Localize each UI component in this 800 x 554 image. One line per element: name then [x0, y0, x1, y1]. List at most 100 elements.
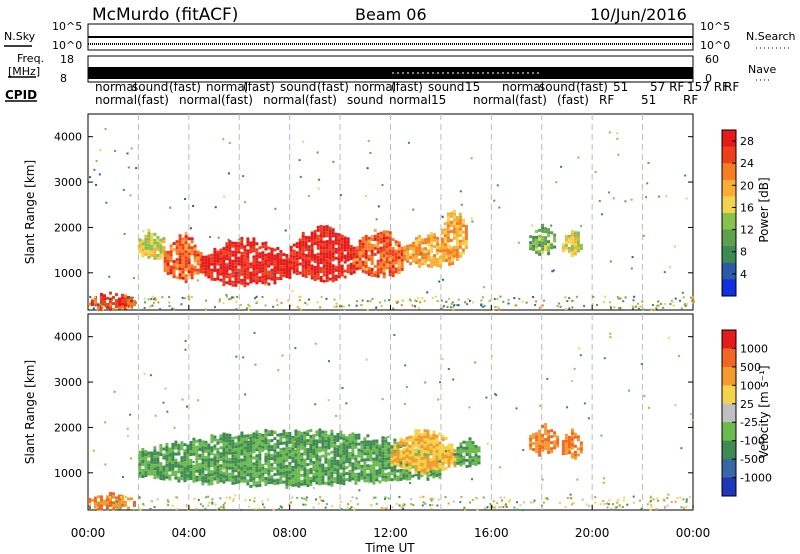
data-cell [279, 478, 283, 481]
data-cell [225, 433, 229, 437]
data-cell [300, 464, 304, 468]
data-cell [564, 448, 568, 452]
data-cell [192, 440, 196, 444]
data-cell [330, 462, 334, 466]
data-cell [324, 433, 328, 437]
data-cell [464, 243, 468, 246]
data-cell [330, 480, 334, 484]
data-cell [388, 231, 392, 235]
data-cell [273, 446, 277, 450]
data-cell [282, 453, 286, 457]
data-cell [381, 445, 385, 449]
data-cell [579, 244, 583, 248]
data-cell [219, 272, 223, 276]
scatter-cell [319, 306, 322, 309]
data-cell [261, 275, 265, 279]
data-cell [175, 252, 179, 256]
data-cell [384, 457, 388, 461]
scatter-cell [451, 301, 454, 304]
data-cell [405, 445, 409, 449]
data-cell [547, 243, 551, 247]
data-cell [124, 297, 127, 301]
data-cell [349, 263, 353, 266]
data-cell [553, 233, 557, 237]
data-cell [153, 241, 157, 245]
data-cell [234, 283, 238, 287]
scatter-cell [287, 299, 290, 302]
scatter-cell [95, 183, 97, 186]
data-cell [279, 475, 283, 478]
data-cell [318, 464, 322, 468]
data-cell [100, 299, 103, 302]
data-cell [294, 453, 298, 457]
data-cell [187, 270, 191, 274]
scatter-cell [448, 297, 450, 300]
data-cell [273, 455, 277, 459]
scatter-cell [475, 496, 477, 499]
data-cell [432, 430, 436, 434]
scatter-cell [328, 360, 330, 363]
data-cell [144, 453, 148, 457]
data-cell [382, 251, 386, 255]
scatter-cell [499, 295, 502, 298]
data-cell [442, 253, 446, 256]
data-cell [319, 240, 323, 243]
data-cell [162, 471, 166, 475]
data-cell [267, 276, 271, 280]
data-cell [304, 266, 308, 269]
scatter-cell [409, 482, 412, 485]
data-cell [252, 273, 256, 277]
data-cell [304, 248, 308, 251]
data-cell [172, 242, 176, 246]
scatter-cell [515, 407, 518, 410]
data-cell [324, 454, 328, 458]
data-cell [444, 452, 448, 455]
data-cell [328, 271, 332, 275]
data-cell [529, 437, 533, 441]
data-cell [240, 266, 244, 270]
data-cell [231, 475, 235, 479]
data-cell [255, 481, 259, 485]
scatter-cell [185, 504, 188, 507]
data-cell [150, 253, 154, 257]
data-cell [420, 445, 424, 449]
data-cell [423, 444, 427, 448]
data-cell [541, 226, 545, 230]
data-cell [282, 456, 286, 460]
data-cell [153, 476, 157, 480]
data-cell [529, 443, 533, 447]
colorbar-segment [722, 246, 736, 264]
data-cell [541, 445, 545, 449]
data-cell [443, 243, 447, 247]
data-cell [243, 464, 247, 468]
scatter-cell [624, 296, 627, 299]
data-cell [112, 492, 115, 496]
data-cell [415, 240, 419, 244]
data-cell [435, 440, 439, 444]
scatter-cell [471, 220, 474, 223]
data-cell [258, 255, 262, 259]
scatter-cell [372, 270, 375, 273]
scatter-cell [408, 298, 411, 301]
data-cell [303, 440, 307, 444]
power-ylabel: Slant Range [km] [23, 160, 37, 264]
data-cell [369, 476, 373, 480]
data-cell [387, 454, 391, 458]
data-cell [184, 274, 188, 278]
data-cell [193, 271, 197, 275]
data-cell [168, 450, 172, 454]
scatter-cell [306, 248, 309, 250]
data-cell [325, 255, 329, 259]
data-cell [346, 264, 350, 268]
data-cell [312, 440, 316, 443]
data-cell [351, 435, 355, 439]
scatter-cell [261, 500, 264, 503]
data-cell [567, 448, 571, 451]
scatter-cell [216, 462, 219, 465]
data-cell [376, 247, 380, 251]
data-cell [538, 447, 542, 451]
scatter-cell [130, 457, 132, 460]
data-cell [375, 469, 379, 473]
data-cell [147, 249, 151, 253]
scatter-cell [120, 506, 122, 509]
